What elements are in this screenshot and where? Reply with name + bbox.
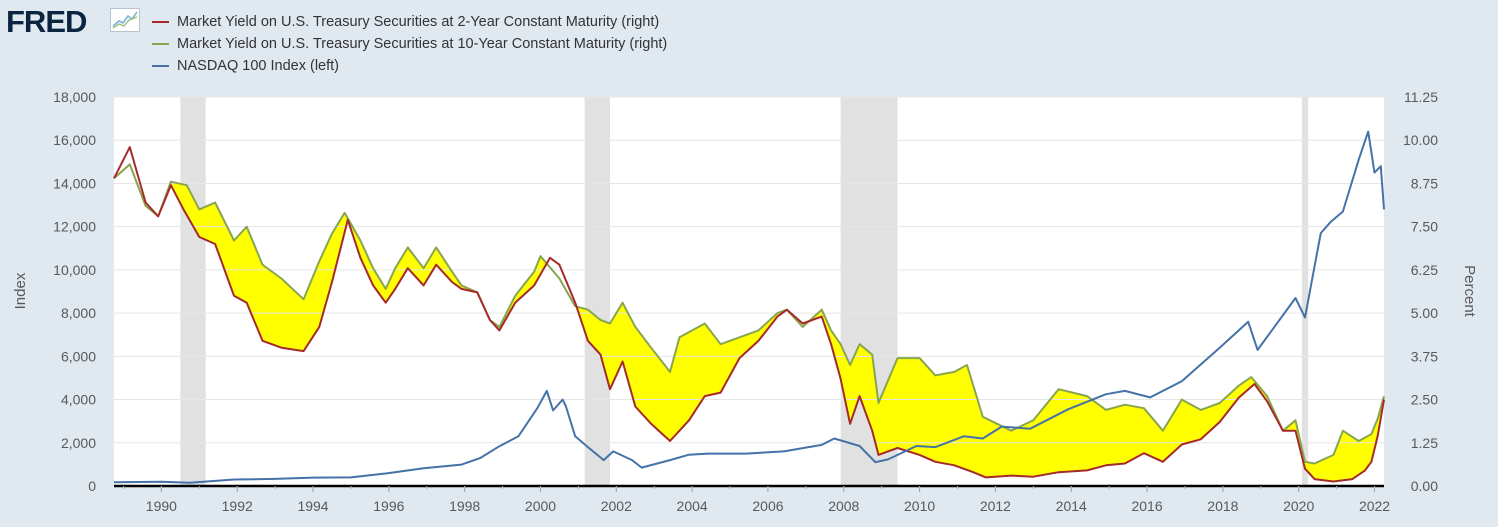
y-left-tick-label: 6,000 xyxy=(61,348,96,364)
x-tick-label: 1998 xyxy=(449,498,480,514)
y-right-tick-label: 6.25 xyxy=(1411,262,1438,278)
legend-label-2y: Market Yield on U.S. Treasury Securities… xyxy=(177,14,660,30)
x-tick-label: 2010 xyxy=(904,498,935,514)
y-left-tick-label: 2,000 xyxy=(61,435,96,451)
x-tick-label: 2006 xyxy=(752,498,783,514)
recession-band xyxy=(584,97,610,486)
y-right-tick-label: 11.25 xyxy=(1404,89,1438,105)
legend-item-2y[interactable]: Market Yield on U.S. Treasury Securities… xyxy=(152,11,667,33)
x-tick-label: 1994 xyxy=(297,498,328,514)
x-tick-label: 1996 xyxy=(373,498,404,514)
y-right-tick-label: 10.00 xyxy=(1403,132,1438,148)
x-tick-label: 2016 xyxy=(1131,498,1162,514)
legend-label-nasdaq: NASDAQ 100 Index (left) xyxy=(177,58,339,74)
legend-swatch-10y xyxy=(152,43,169,45)
x-tick-label: 1990 xyxy=(146,498,177,514)
y-right-tick-label: 7.50 xyxy=(1411,219,1438,235)
recession-band xyxy=(1301,97,1309,486)
y-left-tick-label: 18,000 xyxy=(53,89,96,105)
x-tick-label: 2004 xyxy=(677,498,708,514)
series-line-10y[interactable] xyxy=(113,163,1385,465)
spread-fill-area xyxy=(114,147,1384,482)
y-left-tick-label: 4,000 xyxy=(61,392,96,408)
x-tick-label: 2022 xyxy=(1359,498,1390,514)
y-left-axis-title: Index xyxy=(12,272,29,309)
x-tick-label: 1992 xyxy=(222,498,253,514)
y-right-axis-title: Percent xyxy=(1461,265,1478,318)
x-tick-label: 2018 xyxy=(1207,498,1238,514)
y-left-tick-label: 10,000 xyxy=(53,262,96,278)
x-tick-label: 2012 xyxy=(980,498,1011,514)
y-right-tick-label: 8.75 xyxy=(1411,175,1438,191)
x-tick-label: 2020 xyxy=(1283,498,1314,514)
legend-item-nasdaq[interactable]: NASDAQ 100 Index (left) xyxy=(152,55,667,77)
x-tick-label: 2002 xyxy=(601,498,632,514)
series-line-nasdaq[interactable] xyxy=(113,130,1385,484)
y-left-tick-label: 14,000 xyxy=(53,175,96,191)
legend-label-10y: Market Yield on U.S. Treasury Securities… xyxy=(177,36,668,52)
y-left-tick-label: 0 xyxy=(88,478,96,494)
y-right-tick-label: 3.75 xyxy=(1411,348,1438,364)
series-line-2y[interactable] xyxy=(113,146,1385,483)
legend-swatch-nasdaq xyxy=(152,65,169,67)
y-left-tick-label: 8,000 xyxy=(61,305,96,321)
fred-logo[interactable]: FRED xyxy=(6,4,87,39)
y-right-tick-label: 1.25 xyxy=(1411,435,1438,451)
chart-legend: Market Yield on U.S. Treasury Securities… xyxy=(152,11,667,77)
y-right-tick-label: 5.00 xyxy=(1411,305,1438,321)
y-right-tick-label: 0.00 xyxy=(1411,478,1438,494)
recession-band xyxy=(180,97,206,486)
fred-sparkline-icon xyxy=(110,8,140,32)
x-tick-label: 2014 xyxy=(1056,498,1087,514)
y-right-tick-label: 2.50 xyxy=(1411,392,1438,408)
legend-item-10y[interactable]: Market Yield on U.S. Treasury Securities… xyxy=(152,33,667,55)
x-tick-label: 2008 xyxy=(828,498,859,514)
y-left-tick-label: 12,000 xyxy=(53,219,96,235)
x-tick-label: 2000 xyxy=(525,498,556,514)
legend-swatch-2y xyxy=(152,21,169,23)
y-left-tick-label: 16,000 xyxy=(53,132,96,148)
